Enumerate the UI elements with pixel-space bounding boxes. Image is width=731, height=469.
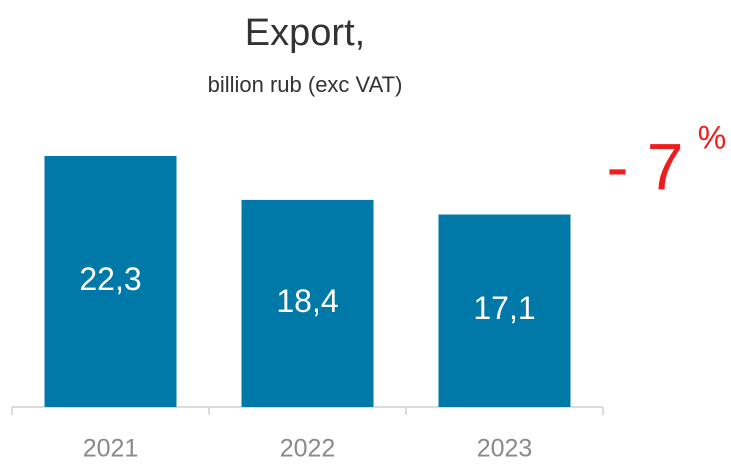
bar: [438, 214, 571, 407]
annotation-percent: %: [698, 119, 726, 155]
chart-title: Export,: [245, 12, 365, 54]
axis: [11, 406, 604, 415]
chart-subtitle: billion rub (exc VAT): [208, 72, 403, 97]
bar: [241, 199, 374, 407]
annotation-change: - 7: [606, 129, 683, 203]
value-label: 18,4: [276, 283, 338, 319]
x-tick-label: 2023: [477, 435, 533, 463]
value-label: 17,1: [473, 290, 535, 326]
bar: [44, 156, 177, 407]
x-tick-label: 2021: [83, 435, 139, 463]
value-label: 22,3: [79, 261, 141, 297]
x-tick-label: 2022: [280, 435, 336, 463]
